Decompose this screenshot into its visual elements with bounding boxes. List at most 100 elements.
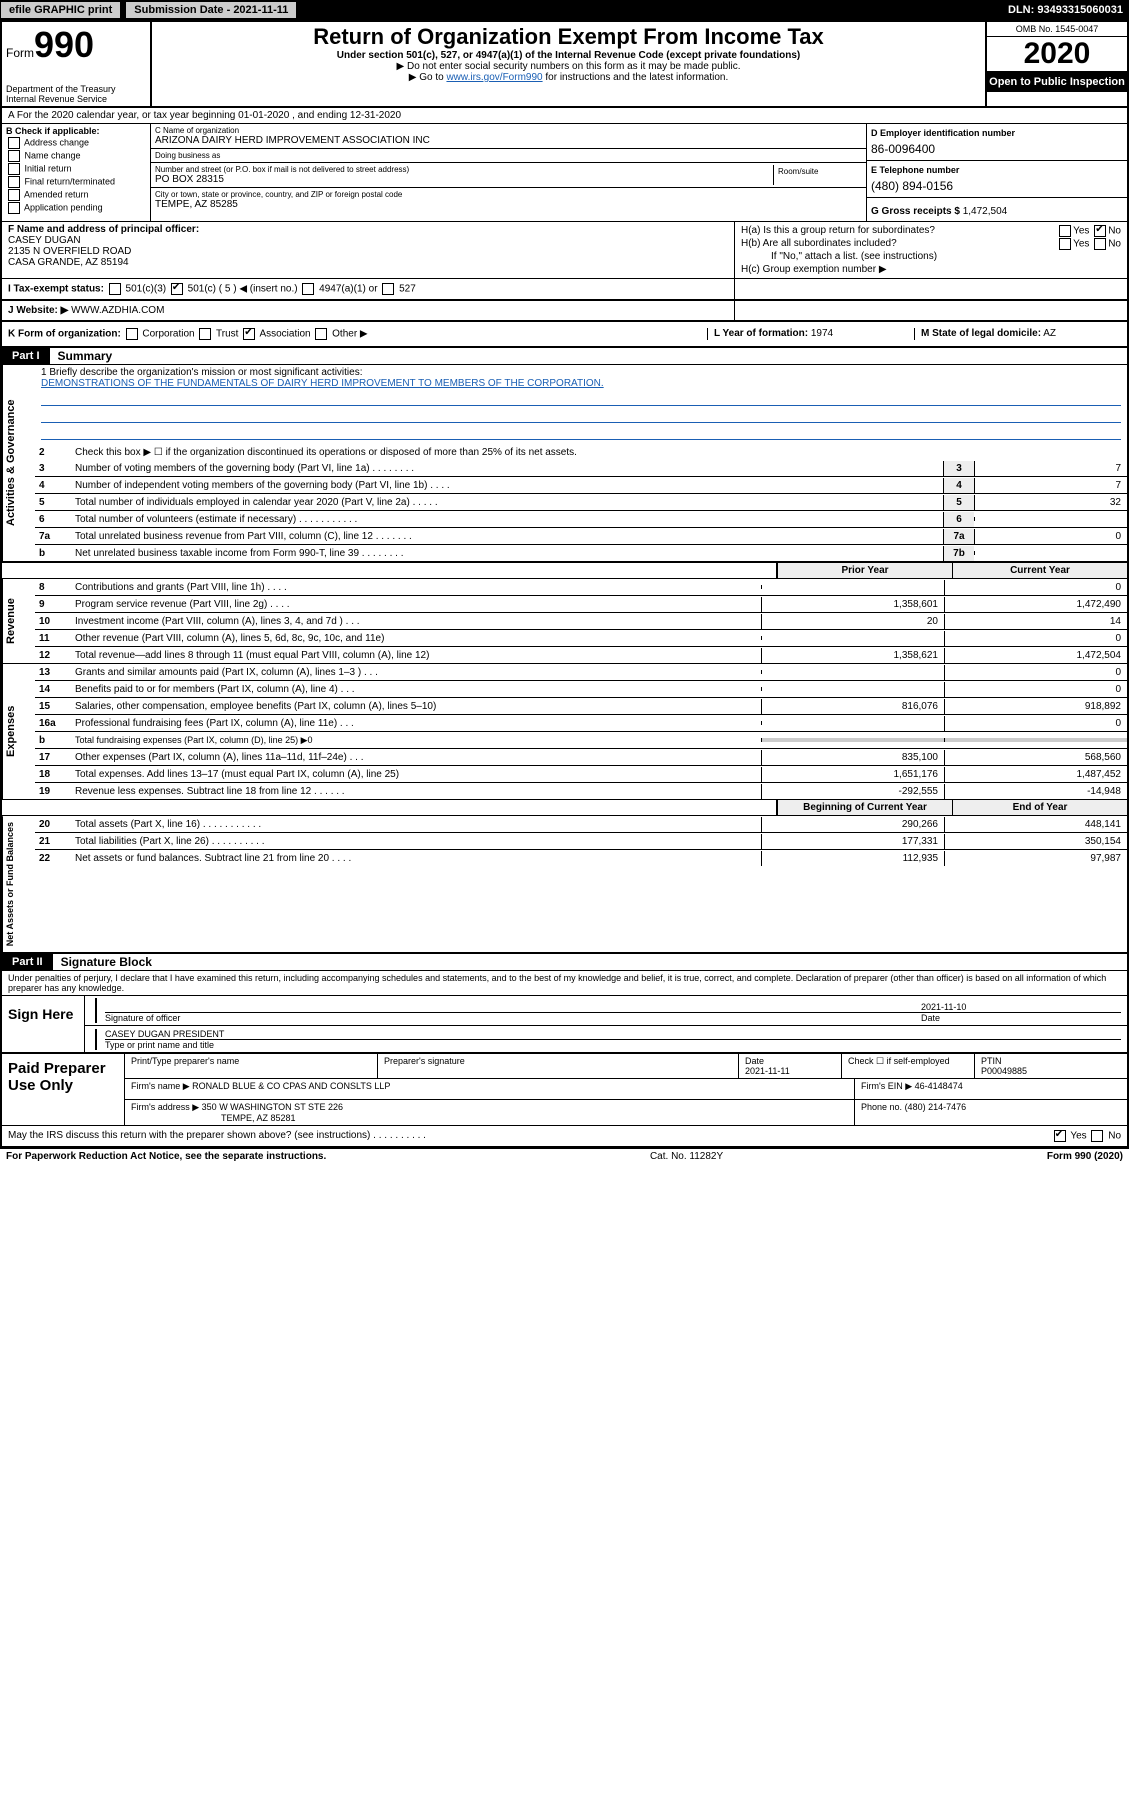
line-5-text: Total number of individuals employed in … (71, 495, 943, 510)
line-5-val: 32 (974, 495, 1127, 510)
paid-preparer-section: Paid Preparer Use Only Print/Type prepar… (2, 1052, 1127, 1125)
org-name: ARIZONA DAIRY HERD IMPROVEMENT ASSOCIATI… (155, 135, 862, 146)
sig-date: 2021-11-10 (921, 1002, 1121, 1013)
part-ii-title: Signature Block (53, 955, 152, 969)
hc-label: H(c) Group exemption number ▶ (741, 263, 1121, 276)
year-formation-value: 1974 (811, 328, 833, 339)
mission-line (41, 425, 1121, 440)
firm-phone: (480) 214-7476 (905, 1102, 967, 1112)
column-c: C Name of organization ARIZONA DAIRY HER… (151, 124, 1127, 221)
line-7b-val (974, 551, 1127, 555)
note-link-post: for instructions and the latest informat… (543, 72, 729, 83)
street-value: PO BOX 28315 (155, 174, 773, 185)
prior-current-header: Prior Year Current Year (2, 563, 1127, 579)
ha-yes-checkbox[interactable] (1059, 225, 1071, 237)
hb-note: If "No," attach a list. (see instruction… (741, 250, 1121, 263)
room-suite-label: Room/suite (774, 165, 862, 185)
phone-value: (480) 894-0156 (871, 175, 1123, 193)
section-f-h: F Name and address of principal officer:… (2, 222, 1127, 279)
revenue-section: Revenue 8Contributions and grants (Part … (2, 579, 1127, 664)
irs-discuss-yes-checkbox[interactable] (1054, 1130, 1066, 1142)
column-b-checkboxes: B Check if applicable: Address change Na… (2, 124, 151, 221)
line-3-text: Number of voting members of the governin… (71, 461, 943, 476)
sig-officer-label: Signature of officer (105, 1013, 180, 1023)
527-checkbox[interactable] (382, 283, 394, 295)
hb-no-checkbox[interactable] (1094, 238, 1106, 250)
eoy-header: End of Year (952, 800, 1127, 815)
501c-checkbox[interactable] (171, 283, 183, 295)
row-i: I Tax-exempt status: 501(c)(3) 501(c) ( … (2, 279, 1127, 301)
header-right: OMB No. 1545-0047 2020 Open to Public In… (985, 22, 1127, 106)
line-7b-text: Net unrelated business taxable income fr… (71, 546, 943, 561)
prep-date: 2021-11-11 (745, 1066, 790, 1076)
self-employed-label: Check ☐ if self-employed (842, 1054, 975, 1078)
boc-header: Beginning of Current Year (777, 800, 952, 815)
phone-label: E Telephone number (871, 165, 1123, 175)
dept-label: Department of the Treasury Internal Reve… (6, 84, 146, 104)
trust-checkbox[interactable] (199, 328, 211, 340)
line-2-text: Check this box ▶ ☐ if the organization d… (71, 445, 1127, 460)
footer-left: For Paperwork Reduction Act Notice, see … (6, 1151, 326, 1162)
hb-yes-checkbox[interactable] (1059, 238, 1071, 250)
state-domicile-label: M State of legal domicile: (921, 328, 1041, 339)
mission-label: 1 Briefly describe the organization's mi… (41, 367, 1121, 378)
efile-badge[interactable]: efile GRAPHIC print (0, 1, 121, 19)
assoc-checkbox[interactable] (243, 328, 255, 340)
line-7a-text: Total unrelated business revenue from Pa… (71, 529, 943, 544)
part-ii-tab: Part II (2, 954, 53, 970)
ein-value: 86-0096400 (871, 138, 1123, 156)
ha-no-checkbox[interactable] (1094, 225, 1106, 237)
omb-number: OMB No. 1545-0047 (987, 22, 1127, 37)
line-4-val: 7 (974, 478, 1127, 493)
current-year-header: Current Year (952, 563, 1127, 578)
line-6-val (974, 517, 1127, 521)
final-return-checkbox[interactable] (8, 176, 20, 188)
penalty-statement: Under penalties of perjury, I declare th… (2, 971, 1127, 996)
application-pending-checkbox[interactable] (8, 202, 20, 214)
net-assets-section: Net Assets or Fund Balances 20Total asse… (2, 816, 1127, 952)
dba-label: Doing business as (155, 151, 862, 160)
tax-exempt-label: I Tax-exempt status: (8, 284, 104, 295)
corp-checkbox[interactable] (126, 328, 138, 340)
line-3-val: 7 (974, 461, 1127, 476)
sign-here-section: Sign Here Signature of officer 2021-11-1… (2, 996, 1127, 1052)
submission-date-badge[interactable]: Submission Date - 2021-11-11 (125, 1, 297, 19)
ha-label: H(a) Is this a group return for subordin… (741, 225, 935, 236)
form990-link[interactable]: www.irs.gov/Form990 (446, 72, 542, 83)
side-label-governance: Activities & Governance (2, 365, 35, 561)
city-value: TEMPE, AZ 85285 (155, 199, 862, 210)
note-ssn: ▶ Do not enter social security numbers o… (158, 61, 979, 72)
tax-year: 2020 (987, 37, 1127, 72)
line-7a-val: 0 (974, 529, 1127, 544)
firm-ein: 46-4148474 (915, 1081, 963, 1091)
4947-checkbox[interactable] (302, 283, 314, 295)
ptin-value: P00049885 (981, 1066, 1027, 1076)
501c3-checkbox[interactable] (109, 283, 121, 295)
ein-label: D Employer identification number (871, 128, 1123, 138)
row-k-l-m: K Form of organization: Corporation Trus… (2, 322, 1127, 348)
form-title: Return of Organization Exempt From Incom… (158, 24, 979, 50)
section-b-through-g: B Check if applicable: Address change Na… (2, 124, 1127, 222)
sig-name: CASEY DUGAN PRESIDENT (105, 1029, 1121, 1040)
part-i-header: Part I Summary (2, 348, 1127, 365)
officer-city: CASA GRANDE, AZ 85194 (8, 257, 129, 268)
paid-preparer-label: Paid Preparer Use Only (2, 1054, 125, 1125)
irs-discuss-no-checkbox[interactable] (1091, 1130, 1103, 1142)
address-change-checkbox[interactable] (8, 137, 20, 149)
footer-cat: Cat. No. 11282Y (326, 1151, 1047, 1162)
dln-label: DLN: 93493315060031 (1008, 4, 1129, 16)
page-footer: For Paperwork Reduction Act Notice, see … (0, 1149, 1129, 1164)
hb-label: H(b) Are all subordinates included? (741, 238, 897, 249)
initial-return-checkbox[interactable] (8, 163, 20, 175)
org-name-label: C Name of organization (155, 126, 862, 135)
irs-discuss-row: May the IRS discuss this return with the… (2, 1125, 1127, 1147)
firm-addr1: 350 W WASHINGTON ST STE 226 (202, 1102, 343, 1112)
header-mid: Return of Organization Exempt From Incom… (152, 22, 985, 106)
line-6-text: Total number of volunteers (estimate if … (71, 512, 943, 527)
sig-name-label: Type or print name and title (105, 1040, 214, 1050)
irs-discuss-text: May the IRS discuss this return with the… (8, 1130, 1052, 1142)
amended-return-checkbox[interactable] (8, 189, 20, 201)
activities-governance-section: Activities & Governance 1 Briefly descri… (2, 365, 1127, 563)
other-checkbox[interactable] (315, 328, 327, 340)
name-change-checkbox[interactable] (8, 150, 20, 162)
